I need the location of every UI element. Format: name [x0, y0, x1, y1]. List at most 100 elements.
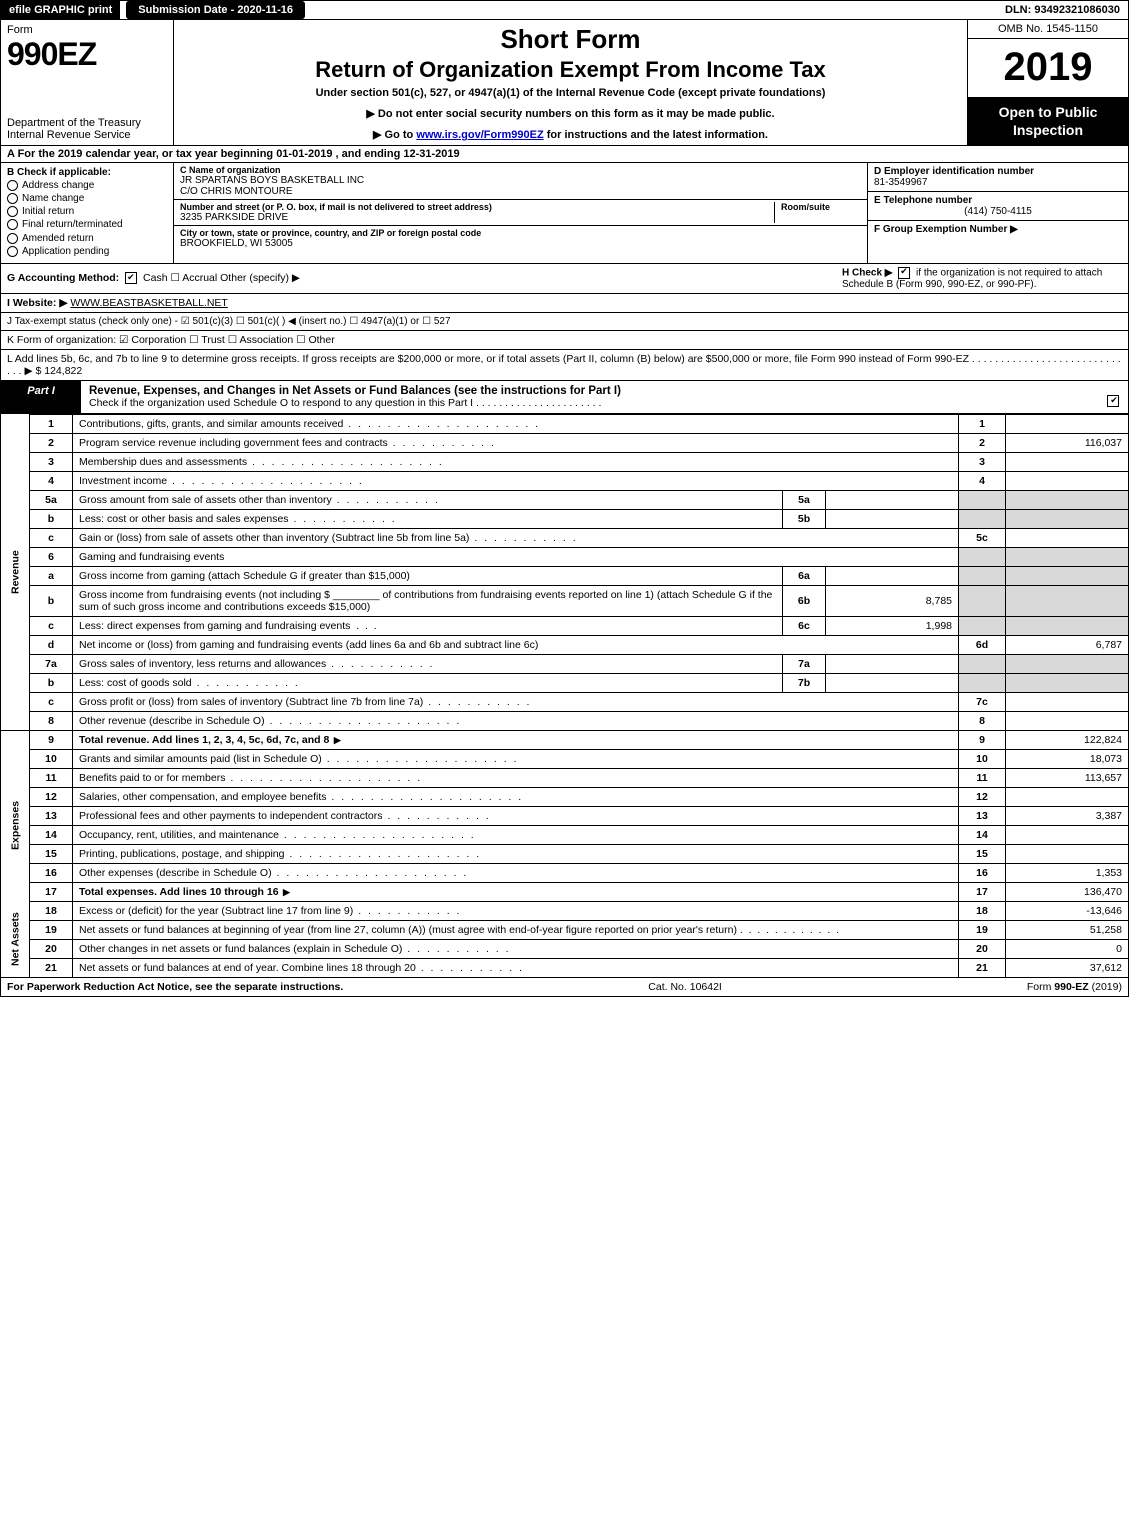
- r5a-box-shaded: [959, 490, 1006, 509]
- city: BROOKFIELD, WI 53005: [180, 238, 861, 249]
- r5c-amt: [1006, 528, 1129, 547]
- r17-amt: 136,470: [1006, 882, 1129, 901]
- r5b-mini: 5b: [783, 509, 826, 528]
- r9-box: 9: [959, 730, 1006, 749]
- form-header: Form 990EZ Department of the Treasury In…: [0, 20, 1129, 146]
- row-7a: 7a Gross sales of inventory, less return…: [1, 654, 1129, 673]
- r5b-amt-shaded: [1006, 509, 1129, 528]
- r6c-mamt: 1,998: [826, 616, 959, 635]
- phone-cell: E Telephone number (414) 750-4115: [868, 192, 1128, 221]
- r7b-mini: 7b: [783, 673, 826, 692]
- line-g: G Accounting Method: Cash ☐ Accrual Othe…: [7, 272, 300, 284]
- label-city: City or town, state or province, country…: [180, 228, 861, 238]
- r9-num: 9: [30, 730, 73, 749]
- opt-address-change[interactable]: Address change: [7, 180, 167, 191]
- r1-box: 1: [959, 414, 1006, 433]
- row-18: Net Assets 18 Excess or (deficit) for th…: [1, 901, 1129, 920]
- title-short: Short Form: [182, 24, 959, 55]
- r13-num: 13: [30, 806, 73, 825]
- r15-desc: Printing, publications, postage, and shi…: [73, 844, 959, 863]
- section-c: C Name of organization JR SPARTANS BOYS …: [174, 163, 867, 263]
- info-grid: B Check if applicable: Address change Na…: [0, 163, 1129, 264]
- r14-num: 14: [30, 825, 73, 844]
- irs-link[interactable]: www.irs.gov/Form990EZ: [416, 129, 543, 141]
- opt-name-change-label: Name change: [22, 193, 84, 204]
- form-word: Form: [7, 24, 167, 36]
- r11-num: 11: [30, 768, 73, 787]
- r2-desc: Program service revenue including govern…: [73, 433, 959, 452]
- r6a-mini: 6a: [783, 566, 826, 585]
- r5b-mamt: [826, 509, 959, 528]
- label-room: Room/suite: [781, 202, 861, 212]
- r6c-desc: Less: direct expenses from gaming and fu…: [73, 616, 783, 635]
- r7c-num: c: [30, 692, 73, 711]
- r7c-amt: [1006, 692, 1129, 711]
- opt-application-pending[interactable]: Application pending: [7, 246, 167, 257]
- part1-tab: Part I: [1, 381, 81, 413]
- line-i: I Website: ▶ WWW.BEASTBASKETBALL.NET: [0, 294, 1129, 313]
- part1-sub: Check if the organization used Schedule …: [89, 397, 1090, 409]
- r7a-box-shaded: [959, 654, 1006, 673]
- r7a-mini: 7a: [783, 654, 826, 673]
- r21-desc: Net assets or fund balances at end of ye…: [73, 958, 959, 977]
- opt-name-change[interactable]: Name change: [7, 193, 167, 204]
- r5c-box: 5c: [959, 528, 1006, 547]
- row-7c: c Gross profit or (loss) from sales of i…: [1, 692, 1129, 711]
- r14-desc: Occupancy, rent, utilities, and maintena…: [73, 825, 959, 844]
- r4-desc: Investment income: [73, 471, 959, 490]
- r8-box: 8: [959, 711, 1006, 730]
- r6b-mamt: 8,785: [826, 585, 959, 616]
- opt-amended-return[interactable]: Amended return: [7, 233, 167, 244]
- label-street: Number and street (or P. O. box, if mail…: [180, 202, 774, 212]
- row-2: 2 Program service revenue including gove…: [1, 433, 1129, 452]
- cash-checkbox[interactable]: [125, 272, 137, 284]
- line-h-checkbox[interactable]: [898, 267, 910, 279]
- header-right: OMB No. 1545-1150 2019 Open to Public In…: [967, 20, 1128, 145]
- r9-desc: Total revenue. Add lines 1, 2, 3, 4, 5c,…: [73, 730, 959, 749]
- r11-desc-text: Benefits paid to or for members: [79, 772, 422, 784]
- instr2-post: for instructions and the latest informat…: [544, 129, 768, 141]
- r6c-num: c: [30, 616, 73, 635]
- part1-checkbox[interactable]: [1107, 395, 1119, 407]
- opt-initial-return[interactable]: Initial return: [7, 206, 167, 217]
- street-row: Number and street (or P. O. box, if mail…: [174, 200, 867, 226]
- r6a-amt-shaded: [1006, 566, 1129, 585]
- r2-amt: 116,037: [1006, 433, 1129, 452]
- r16-desc-text: Other expenses (describe in Schedule O): [79, 867, 468, 879]
- r12-desc: Salaries, other compensation, and employ…: [73, 787, 959, 806]
- r20-amt: 0: [1006, 939, 1129, 958]
- opt-final-return-label: Final return/terminated: [22, 220, 123, 231]
- r6c-desc-text: Less: direct expenses from gaming and fu…: [79, 620, 350, 632]
- r10-box: 10: [959, 749, 1006, 768]
- website-value[interactable]: WWW.BEASTBASKETBALL.NET: [70, 297, 228, 309]
- r7a-desc: Gross sales of inventory, less returns a…: [73, 654, 783, 673]
- r7b-amt-shaded: [1006, 673, 1129, 692]
- opt-final-return[interactable]: Final return/terminated: [7, 219, 167, 230]
- footer-center: Cat. No. 10642I: [648, 981, 722, 993]
- city-row: City or town, state or province, country…: [174, 226, 867, 251]
- ein-cell: D Employer identification number 81-3549…: [868, 163, 1128, 192]
- r18-desc: Excess or (deficit) for the year (Subtra…: [73, 901, 959, 920]
- line-h-pre: H Check ▶: [842, 267, 895, 278]
- part1-title: Revenue, Expenses, and Changes in Net As…: [81, 381, 1098, 413]
- section-b: B Check if applicable: Address change Na…: [1, 163, 174, 263]
- r5b-box-shaded: [959, 509, 1006, 528]
- r6-amt-shaded: [1006, 547, 1129, 566]
- r19-num: 19: [30, 920, 73, 939]
- row-8: 8 Other revenue (describe in Schedule O)…: [1, 711, 1129, 730]
- label-phone: E Telephone number: [874, 195, 1122, 206]
- opt-address-change-label: Address change: [22, 180, 94, 191]
- r5a-amt-shaded: [1006, 490, 1129, 509]
- row-16: 16 Other expenses (describe in Schedule …: [1, 863, 1129, 882]
- r4-box: 4: [959, 471, 1006, 490]
- form-number: 990EZ: [7, 36, 167, 73]
- submission-date: Submission Date - 2020-11-16: [126, 1, 305, 19]
- r4-num: 4: [30, 471, 73, 490]
- r7c-desc-text: Gross profit or (loss) from sales of inv…: [79, 696, 531, 708]
- line-j: J Tax-exempt status (check only one) - ☑…: [0, 313, 1129, 331]
- part1-title-text: Revenue, Expenses, and Changes in Net As…: [89, 385, 621, 397]
- r3-box: 3: [959, 452, 1006, 471]
- r5a-mini: 5a: [783, 490, 826, 509]
- r17-box: 17: [959, 882, 1006, 901]
- r1-desc: Contributions, gifts, grants, and simila…: [73, 414, 959, 433]
